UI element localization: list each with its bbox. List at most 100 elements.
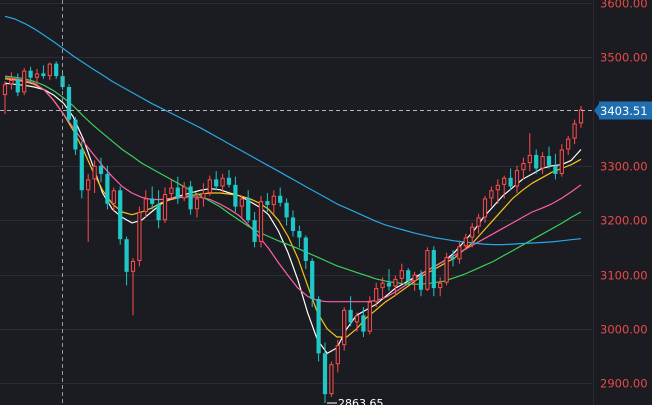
candle bbox=[508, 168, 513, 191]
candle-body bbox=[316, 298, 321, 354]
candle bbox=[73, 116, 78, 155]
candle bbox=[98, 157, 104, 183]
candle bbox=[463, 233, 468, 251]
candle bbox=[28, 66, 33, 82]
candle bbox=[150, 186, 155, 210]
candle-body bbox=[470, 226, 475, 238]
candle-body bbox=[233, 184, 238, 207]
candle-body bbox=[188, 186, 193, 210]
candle-body bbox=[322, 353, 328, 395]
candle-body bbox=[150, 198, 155, 204]
candle-body bbox=[54, 63, 59, 77]
candle-body bbox=[527, 154, 532, 164]
candle bbox=[162, 187, 168, 223]
candle-body bbox=[399, 270, 404, 279]
candle-body bbox=[2, 84, 8, 96]
candle bbox=[431, 246, 436, 297]
candle bbox=[271, 190, 276, 215]
candle-body bbox=[566, 138, 571, 150]
candle-body bbox=[220, 177, 225, 187]
candle bbox=[265, 192, 270, 213]
candle-body bbox=[418, 274, 424, 290]
candle bbox=[105, 165, 110, 210]
candle-body bbox=[182, 186, 187, 199]
last-price-tag bbox=[599, 101, 652, 120]
candle-body bbox=[66, 86, 72, 120]
candle-body bbox=[393, 278, 398, 287]
candle-body bbox=[540, 156, 545, 169]
candle-body bbox=[162, 194, 168, 221]
candle-body bbox=[559, 149, 564, 174]
candle bbox=[386, 269, 392, 291]
candle bbox=[335, 339, 340, 373]
candle-body bbox=[450, 257, 456, 260]
candle-body bbox=[92, 165, 97, 180]
candle-body bbox=[495, 184, 500, 191]
candle-body bbox=[367, 301, 372, 332]
candle bbox=[246, 190, 251, 223]
moving-average-ma120 bbox=[4, 15, 582, 246]
candle bbox=[86, 173, 91, 242]
candle-body bbox=[329, 364, 334, 395]
candle bbox=[79, 141, 84, 199]
candle bbox=[322, 342, 328, 404]
candle-body bbox=[534, 154, 539, 169]
candle bbox=[41, 65, 46, 79]
candle bbox=[2, 81, 8, 115]
candle-body bbox=[290, 217, 296, 232]
candle bbox=[521, 157, 526, 180]
candle bbox=[207, 175, 212, 196]
candle bbox=[290, 210, 296, 237]
y-tick-label: 3200.00 bbox=[600, 214, 648, 228]
candle bbox=[348, 296, 353, 327]
candle bbox=[482, 195, 488, 223]
candle bbox=[137, 206, 142, 267]
candle bbox=[54, 61, 59, 79]
candle-body bbox=[284, 202, 289, 218]
candle-body bbox=[124, 239, 129, 272]
candle-body bbox=[508, 177, 513, 187]
candle bbox=[156, 190, 161, 229]
candle bbox=[303, 235, 308, 270]
candle-body bbox=[47, 63, 52, 77]
candle-body bbox=[489, 190, 494, 199]
candle-body bbox=[137, 212, 142, 261]
candle bbox=[169, 179, 174, 199]
candle bbox=[310, 258, 315, 308]
candle bbox=[9, 72, 14, 90]
y-tick-label: 2900.00 bbox=[600, 377, 648, 391]
candle-body bbox=[201, 192, 206, 199]
candle-body bbox=[246, 198, 251, 221]
candle bbox=[47, 62, 52, 80]
candle bbox=[201, 183, 206, 207]
candle-body bbox=[342, 309, 347, 346]
candle-body bbox=[386, 282, 392, 287]
candle bbox=[342, 307, 347, 351]
candle-body bbox=[463, 237, 468, 247]
candle bbox=[380, 277, 385, 299]
candle bbox=[329, 361, 334, 397]
candle bbox=[438, 277, 443, 297]
candle-body bbox=[239, 198, 244, 207]
candle bbox=[514, 165, 520, 193]
candle-body bbox=[431, 250, 436, 289]
candle bbox=[361, 307, 366, 338]
candle bbox=[220, 173, 225, 193]
candle-body bbox=[28, 70, 33, 78]
candle bbox=[534, 149, 539, 174]
candle bbox=[418, 270, 424, 297]
candle-body bbox=[553, 165, 558, 174]
candle bbox=[367, 296, 372, 335]
candle-body bbox=[374, 288, 379, 302]
candle-body bbox=[98, 165, 104, 174]
candle-body bbox=[457, 246, 462, 260]
y-tick-label: 3600.00 bbox=[600, 0, 648, 11]
candle bbox=[226, 170, 232, 188]
candle-body bbox=[169, 187, 174, 195]
candle bbox=[374, 282, 379, 308]
candle bbox=[502, 175, 507, 199]
candle bbox=[111, 187, 116, 213]
candle-body bbox=[412, 274, 417, 282]
